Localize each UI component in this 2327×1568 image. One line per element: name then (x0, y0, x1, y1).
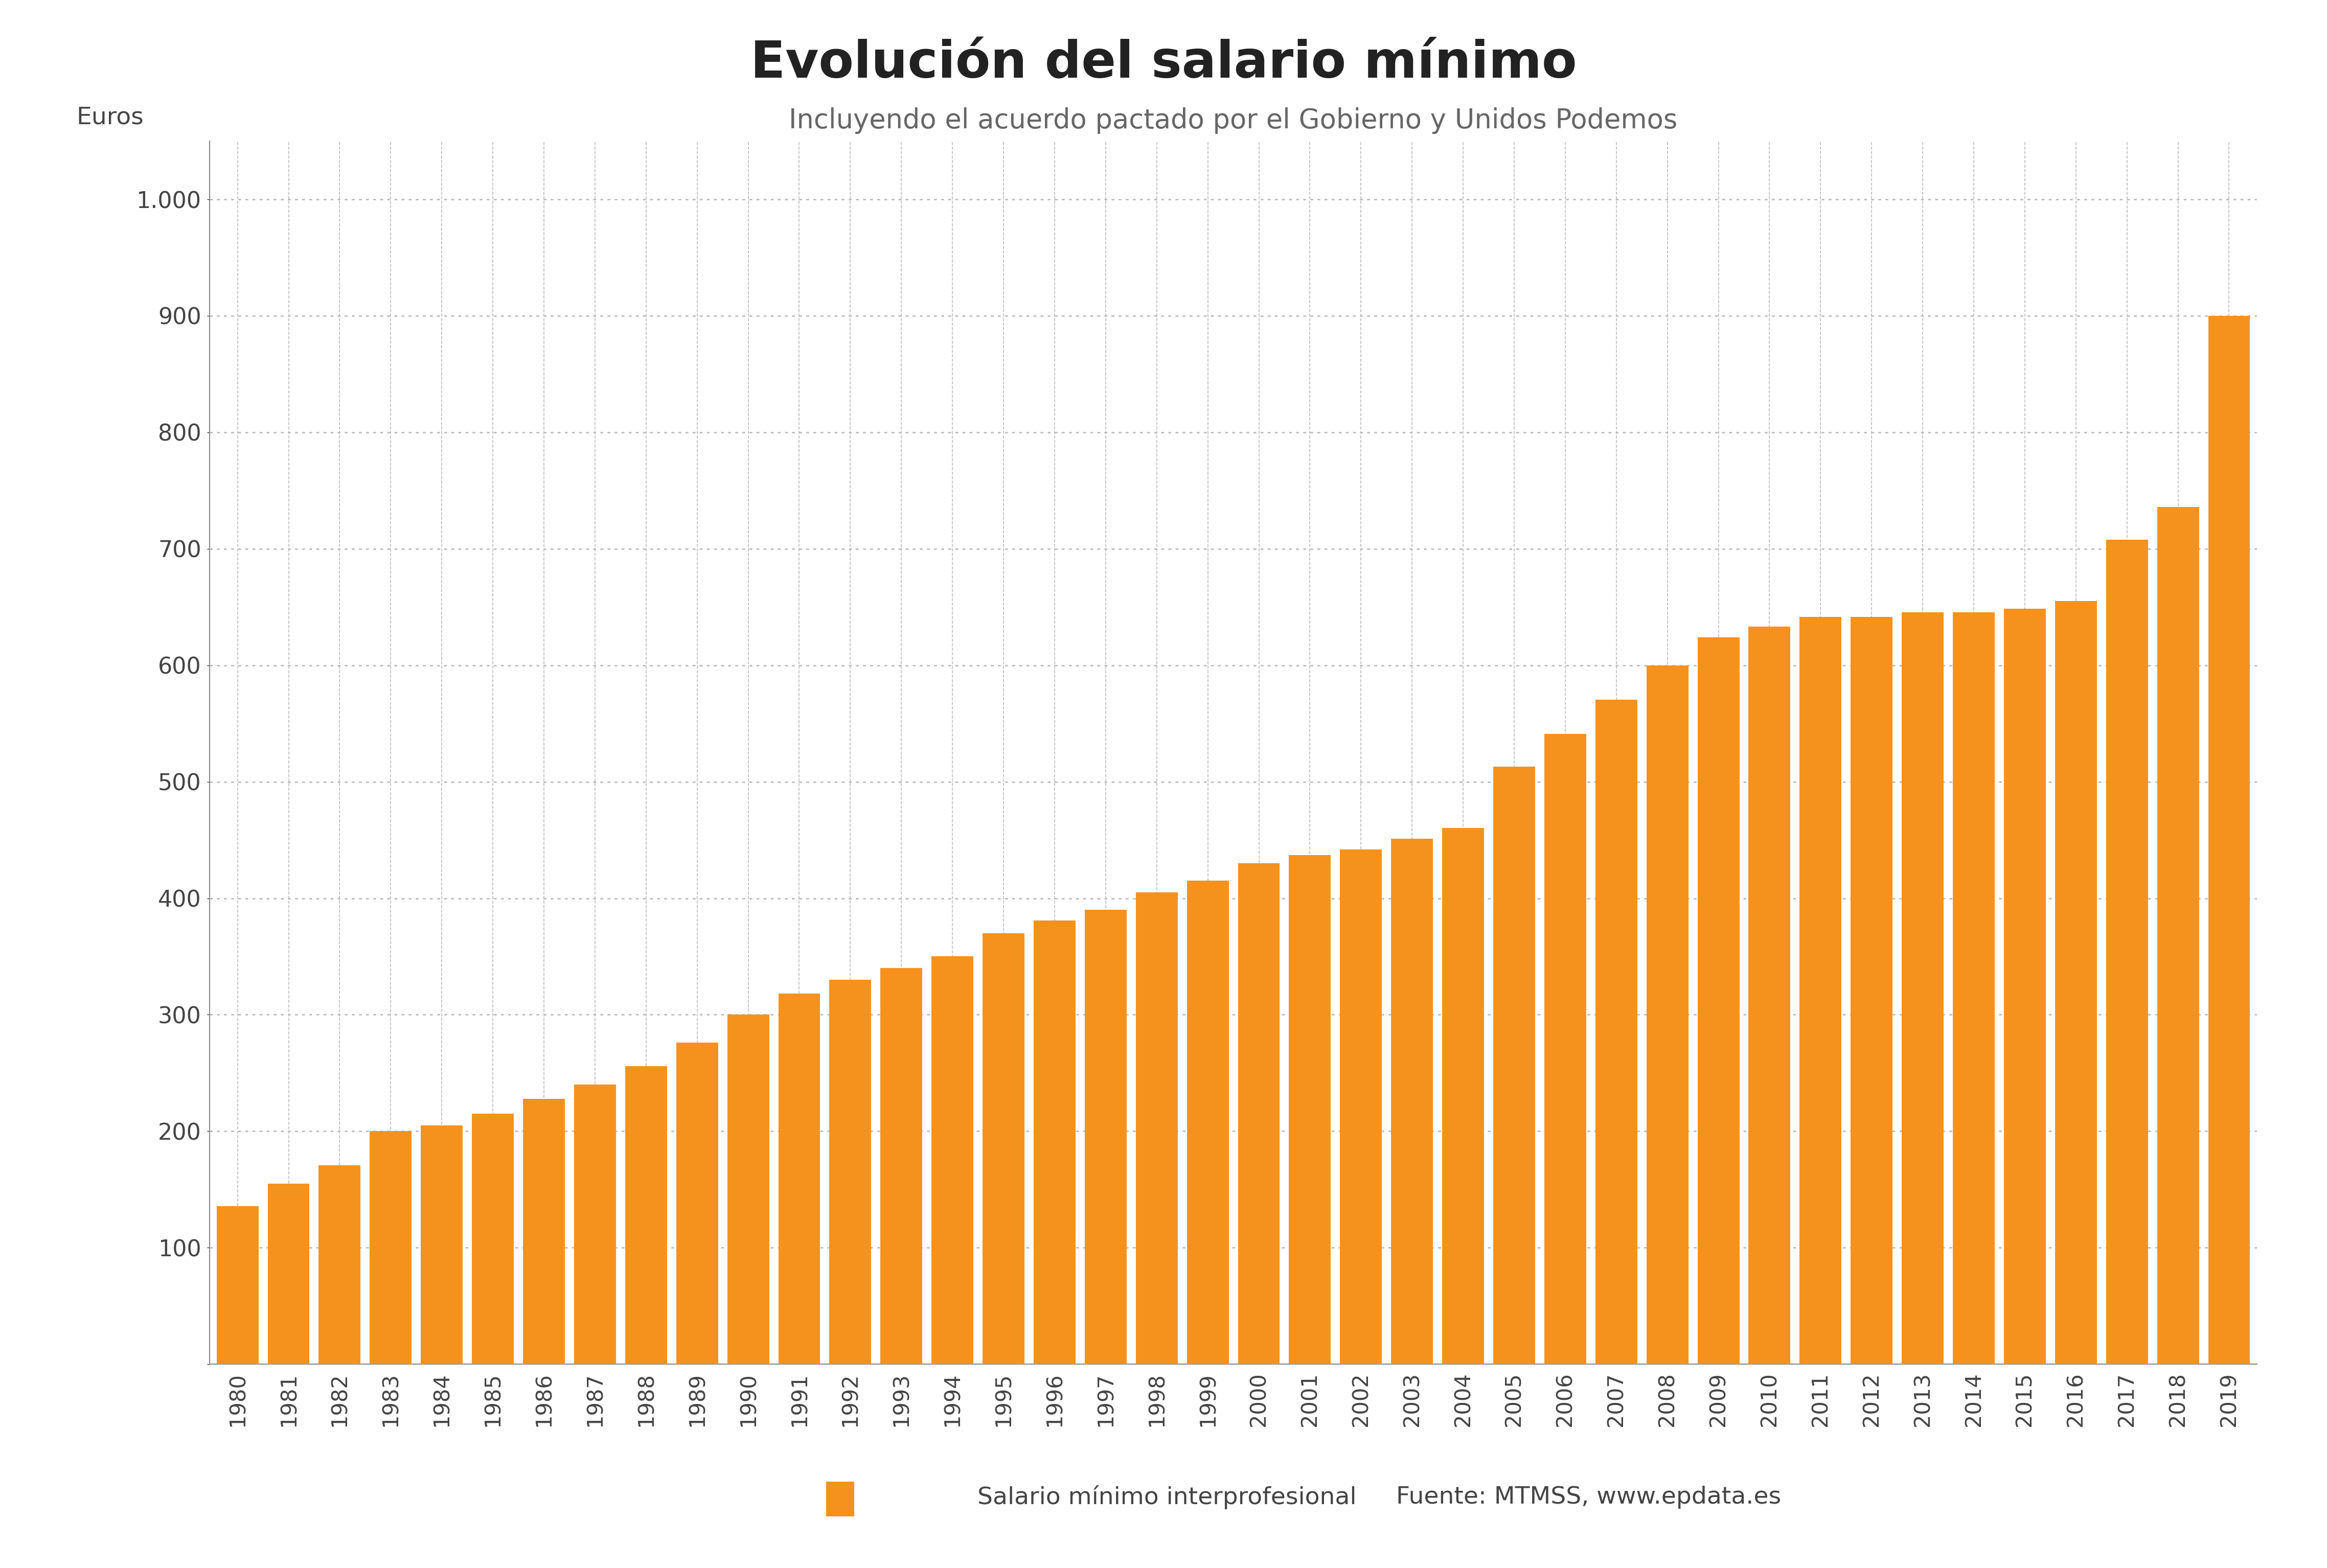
Bar (2106, 539, 2148, 1364)
Bar (1392, 839, 1433, 1364)
Bar (1952, 613, 1994, 1364)
Bar (1850, 618, 1892, 1364)
Bar (1187, 881, 1229, 1364)
Bar (1596, 699, 1638, 1364)
Bar (1084, 909, 1126, 1364)
Bar (1494, 767, 1536, 1364)
Bar (575, 1085, 617, 1364)
Bar (1136, 892, 1177, 1364)
Bar (216, 1206, 258, 1364)
Bar (2208, 315, 2250, 1364)
Bar (524, 1099, 565, 1364)
Bar (2004, 608, 2045, 1364)
Bar (268, 1184, 309, 1364)
Bar (319, 1165, 361, 1364)
Bar (370, 1131, 412, 1364)
Bar (880, 967, 921, 1364)
Bar (777, 994, 819, 1364)
Bar (2055, 601, 2097, 1364)
Text: Euros: Euros (77, 107, 144, 129)
Bar (1748, 627, 1789, 1364)
Text: Fuente: MTMSS, www.epdata.es: Fuente: MTMSS, www.epdata.es (1396, 1486, 1780, 1508)
Bar (1901, 613, 1943, 1364)
Bar (982, 933, 1024, 1364)
Bar (677, 1043, 719, 1364)
Bar (626, 1066, 668, 1364)
Bar (2157, 506, 2199, 1364)
Bar (1238, 864, 1280, 1364)
Bar (1443, 828, 1485, 1364)
Bar (1545, 734, 1587, 1364)
Bar (931, 956, 973, 1364)
Text: Evolución del salario mínimo: Evolución del salario mínimo (749, 39, 1578, 89)
Text: Salario mínimo interprofesional: Salario mínimo interprofesional (977, 1485, 1357, 1510)
Bar (1696, 637, 1738, 1364)
Title: Incluyendo el acuerdo pactado por el Gobierno y Unidos Podemos: Incluyendo el acuerdo pactado por el Gob… (789, 107, 1678, 133)
Bar (1340, 850, 1382, 1364)
Bar (1289, 855, 1331, 1364)
Bar (828, 980, 870, 1364)
Bar (472, 1113, 514, 1364)
Bar (1799, 618, 1841, 1364)
Bar (728, 1014, 770, 1364)
Bar (1648, 665, 1689, 1364)
Bar (421, 1126, 463, 1364)
Bar (1033, 920, 1075, 1364)
